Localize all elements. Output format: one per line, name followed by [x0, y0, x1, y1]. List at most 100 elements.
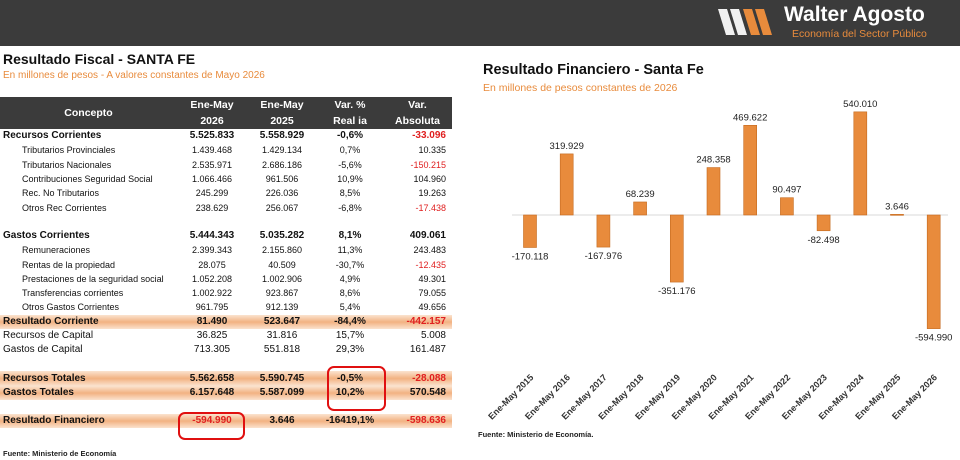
cell-var-pct: -30,7% — [335, 259, 365, 270]
cell-var-pct: -0,6% — [336, 130, 364, 142]
cell-var-pct: 4,9% — [339, 273, 361, 284]
header-col2-line2: 2025 — [247, 113, 317, 129]
row-label: Recursos de Capital — [3, 330, 94, 341]
row-label: Otros Rec Corrientes — [22, 202, 107, 213]
cell-2025: 923.867 — [265, 288, 299, 299]
cell-var-pct: -16419,1% — [317, 414, 383, 429]
highlight-var-pct-totals — [327, 366, 386, 411]
cell-2025: 1.002.906 — [261, 273, 303, 284]
table-row: Otros Rec Corrientes 238.629 256.067 -6,8% -… — [0, 200, 452, 214]
cell-2026: 5.525.833 — [189, 130, 235, 142]
row-label: Gastos Totales — [0, 385, 177, 401]
cell-var-pct: 8,6% — [339, 288, 361, 299]
cell-2026: 1.066.466 — [191, 174, 233, 185]
cell-var-pct: 29,3% — [335, 344, 365, 356]
cell-2025: 1.429.134 — [261, 145, 303, 156]
data-label: 540.010 — [843, 99, 877, 110]
header-col3-line2: Real ia — [317, 113, 383, 129]
bar — [706, 167, 721, 216]
cell-var-pct: 15,7% — [335, 330, 365, 341]
cell-2025: 256.067 — [265, 202, 299, 213]
data-label: -167.976 — [585, 251, 623, 262]
cell-2025: 31.816 — [266, 330, 298, 341]
cell-2025: 523.647 — [247, 314, 317, 329]
cell-var-pct: -6,8% — [338, 202, 362, 213]
cell-2025: 2.686.186 — [261, 159, 303, 170]
fiscal-table: Concepto Ene-May Ene-May Var. % Var. 202… — [0, 97, 452, 429]
cell-var-abs: -442.157 — [383, 314, 452, 329]
bar — [926, 214, 941, 329]
bar — [596, 214, 611, 248]
cell-var-abs: 79.055 — [418, 288, 446, 299]
cell-2025: 5.558.929 — [259, 130, 305, 142]
table-row: Rentas de la propiedad 28.075 40.509 -30,7%… — [0, 257, 452, 271]
data-label: -594.990 — [915, 333, 953, 344]
bar — [853, 111, 868, 216]
table-row: Gastos Corrientes 5.444.343 5.035.282 8,1% 4… — [0, 229, 452, 243]
row-label: Resultado Corriente — [0, 314, 177, 329]
highlight-resultado-financiero-2026 — [178, 412, 245, 440]
table-header-row: 2026 2025 Real ia Absoluta — [0, 113, 452, 129]
table-row: Otros Gastos Corrientes 961.795 912.139 5,4… — [0, 300, 452, 314]
header-col4-line2: Absoluta — [383, 113, 452, 129]
table-row: Resultado Financiero -594.990 3.646 -16419,… — [0, 414, 452, 429]
chart-source: Fuente: Ministerio de Economía. — [478, 430, 594, 439]
cell-var-abs: 5.008 — [420, 330, 446, 341]
cell-var-abs: 49.301 — [418, 273, 446, 284]
row-label: Otros Gastos Corrientes — [22, 302, 120, 313]
brand-name: Walter Agosto — [784, 3, 925, 26]
cell-var-abs: -17.438 — [415, 202, 446, 213]
cell-2025: 2.155.860 — [261, 245, 303, 256]
cell-var-abs: 243.483 — [413, 245, 446, 256]
cell-var-abs: -28.088 — [383, 371, 452, 386]
row-label: Recursos Corrientes — [3, 130, 102, 142]
data-label: 248.358 — [696, 155, 730, 166]
cell-2026: 6.157.648 — [177, 385, 247, 401]
bar — [890, 214, 904, 216]
bar — [780, 197, 794, 216]
header-bar: Walter Agosto Economía del Sector Públic… — [0, 0, 960, 46]
header-concepto: Concepto — [0, 97, 177, 129]
cell-2026: 81.490 — [177, 314, 247, 329]
row-label: Remuneraciones — [22, 245, 91, 256]
cell-var-abs: 409.061 — [409, 229, 446, 241]
table-row: Transferencias corrientes 1.002.922 923.86… — [0, 286, 452, 300]
row-label: Contribuciones Seguridad Social — [22, 174, 153, 185]
cell-2026: -594.990 — [177, 414, 247, 429]
row-label: Recursos Totales — [0, 371, 177, 386]
table-row: Prestaciones de la seguridad social 1.052… — [0, 272, 452, 286]
cell-2025: 3.646 — [247, 414, 317, 429]
cell-var-abs: 570.548 — [383, 385, 452, 401]
table-row: Remuneraciones 2.399.343 2.155.860 11,3% 243… — [0, 243, 452, 257]
table-row: Rec. No Tributarios 245.299 226.036 8,5% 19.… — [0, 186, 452, 200]
cell-2026: 36.825 — [196, 330, 228, 341]
table-row: Resultado Corriente 81.490 523.647 -84,4% -4… — [0, 314, 452, 329]
cell-2026: 238.629 — [195, 202, 229, 213]
cell-var-abs: -12.435 — [415, 259, 446, 270]
cell-2025: 5.590.745 — [247, 371, 317, 386]
cell-var-abs: 10.335 — [418, 145, 446, 156]
table-row: Gastos Totales 6.157.648 5.587.099 10,2% 570… — [0, 385, 452, 401]
table-title: Resultado Fiscal - SANTA FE — [3, 51, 196, 67]
cell-var-pct: -5,6% — [338, 159, 362, 170]
data-label: 469.622 — [733, 112, 767, 123]
cell-2025: 551.818 — [263, 344, 301, 356]
table-row: Contribuciones Seguridad Social 1.066.466… — [0, 172, 452, 186]
header-col2-line1: Ene-May — [247, 97, 317, 113]
cell-var-pct: -84,4% — [317, 314, 383, 329]
table-row: Gastos de Capital 713.305 551.818 29,3% 161.… — [0, 343, 452, 357]
bar — [559, 153, 574, 216]
cell-2026: 2.535.971 — [191, 159, 233, 170]
data-label: -351.176 — [658, 286, 696, 297]
cell-var-pct: 8,5% — [339, 188, 361, 199]
cell-2025: 912.139 — [265, 302, 299, 313]
cell-var-abs: 161.487 — [409, 344, 446, 356]
cell-var-abs: -33.096 — [412, 130, 446, 142]
cell-var-abs: 104.960 — [413, 174, 446, 185]
row-label: Tributarios Nacionales — [22, 159, 112, 170]
table-row: Tributarios Provinciales 1.439.468 1.429.1… — [0, 143, 452, 157]
header-col1-line2: 2026 — [177, 113, 247, 129]
cell-2026: 1.052.208 — [191, 273, 233, 284]
cell-2026: 5.562.658 — [177, 371, 247, 386]
